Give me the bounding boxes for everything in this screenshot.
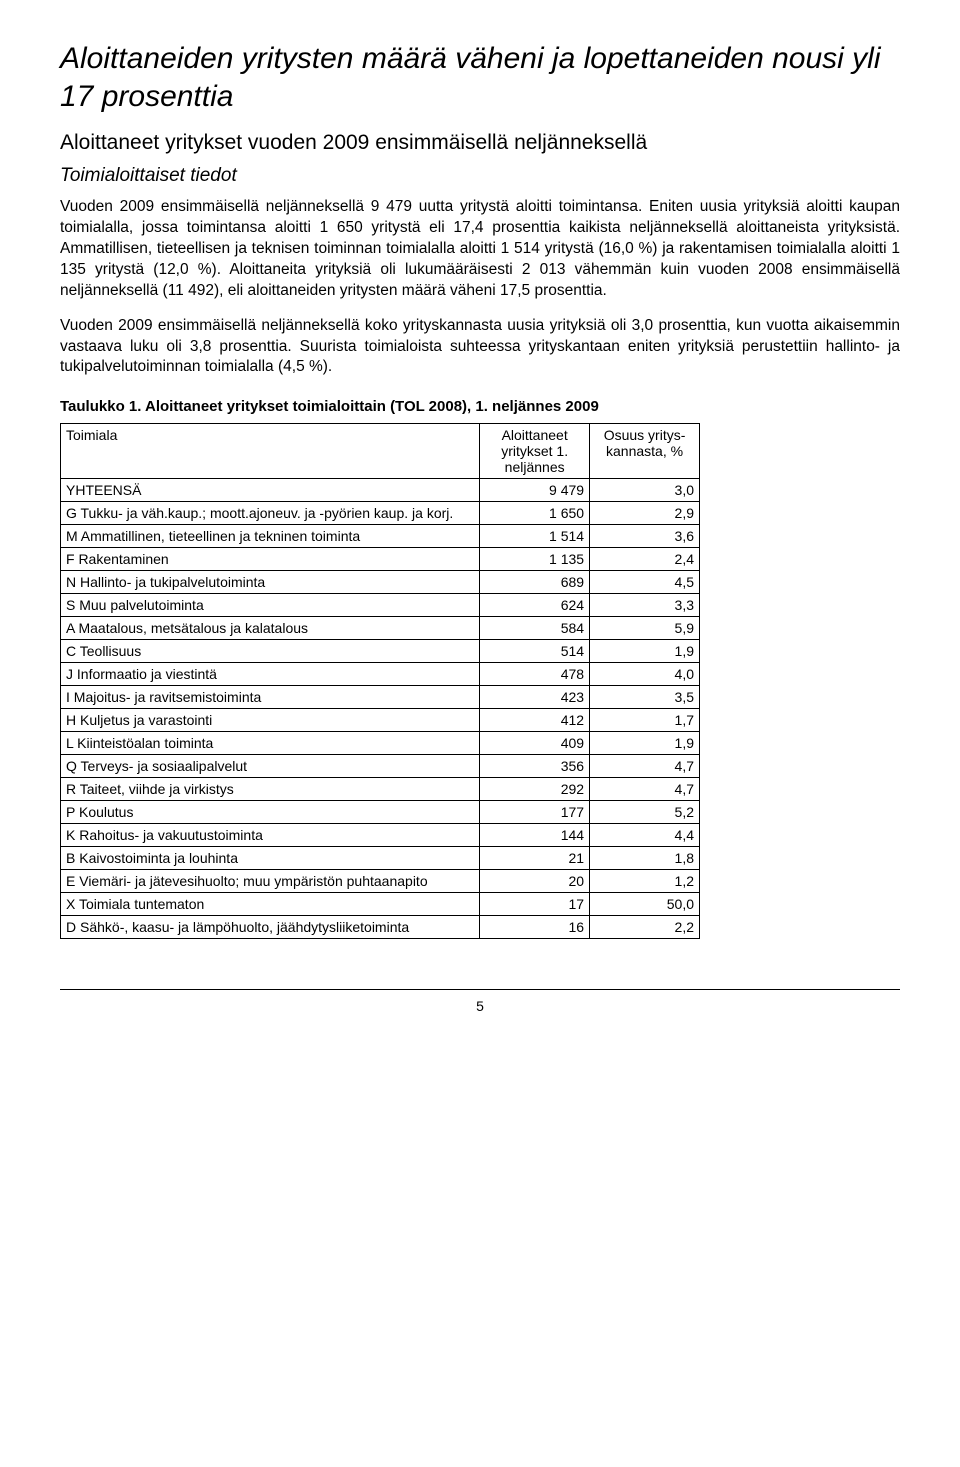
table-cell-value: 2,9 bbox=[590, 502, 700, 525]
table-row: B Kaivostoiminta ja louhinta211,8 bbox=[61, 847, 700, 870]
table-cell-value: 2,4 bbox=[590, 548, 700, 571]
table-row: R Taiteet, viihde ja virkistys2924,7 bbox=[61, 778, 700, 801]
table-cell-value: 4,0 bbox=[590, 663, 700, 686]
table-cell-label: I Majoitus- ja ravitsemistoiminta bbox=[61, 686, 480, 709]
table-row: M Ammatillinen, tieteellinen ja tekninen… bbox=[61, 525, 700, 548]
table-cell-value: 3,6 bbox=[590, 525, 700, 548]
table-cell-label: Q Terveys- ja sosiaalipalvelut bbox=[61, 755, 480, 778]
table-cell-value: 624 bbox=[480, 594, 590, 617]
table-cell-value: 3,5 bbox=[590, 686, 700, 709]
table-cell-value: 4,7 bbox=[590, 778, 700, 801]
page-subtitle: Aloittaneet yritykset vuoden 2009 ensimm… bbox=[60, 131, 900, 155]
table-title: Taulukko 1. Aloittaneet yritykset toimia… bbox=[60, 398, 900, 415]
table-cell-label: N Hallinto- ja tukipalvelutoiminta bbox=[61, 571, 480, 594]
table-cell-value: 292 bbox=[480, 778, 590, 801]
table-cell-value: 1 135 bbox=[480, 548, 590, 571]
table-cell-value: 50,0 bbox=[590, 893, 700, 916]
body-paragraph: Vuoden 2009 ensimmäisellä neljänneksellä… bbox=[60, 197, 900, 302]
section-heading: Toimialoittaiset tiedot bbox=[60, 165, 900, 187]
table-cell-label: H Kuljetus ja varastointi bbox=[61, 709, 480, 732]
table-cell-value: 423 bbox=[480, 686, 590, 709]
table-row: H Kuljetus ja varastointi4121,7 bbox=[61, 709, 700, 732]
table-cell-value: 3,3 bbox=[590, 594, 700, 617]
table-row: S Muu palvelutoiminta6243,3 bbox=[61, 594, 700, 617]
table-row: Q Terveys- ja sosiaalipalvelut3564,7 bbox=[61, 755, 700, 778]
table-cell-label: J Informaatio ja viestintä bbox=[61, 663, 480, 686]
table-row: G Tukku- ja väh.kaup.; moott.ajoneuv. ja… bbox=[61, 502, 700, 525]
table-cell-value: 514 bbox=[480, 640, 590, 663]
table-cell-value: 4,7 bbox=[590, 755, 700, 778]
table-cell-value: 16 bbox=[480, 916, 590, 939]
table-row: X Toimiala tuntematon1750,0 bbox=[61, 893, 700, 916]
table-cell-label: K Rahoitus- ja vakuutustoiminta bbox=[61, 824, 480, 847]
table-cell-label: M Ammatillinen, tieteellinen ja tekninen… bbox=[61, 525, 480, 548]
table-cell-value: 9 479 bbox=[480, 479, 590, 502]
table-row: A Maatalous, metsätalous ja kalatalous58… bbox=[61, 617, 700, 640]
table-cell-value: 4,5 bbox=[590, 571, 700, 594]
table-cell-value: 412 bbox=[480, 709, 590, 732]
table-row: N Hallinto- ja tukipalvelutoiminta6894,5 bbox=[61, 571, 700, 594]
table-cell-label: F Rakentaminen bbox=[61, 548, 480, 571]
table-cell-label: D Sähkö-, kaasu- ja lämpöhuolto, jäähdyt… bbox=[61, 916, 480, 939]
table-row: YHTEENSÄ9 4793,0 bbox=[61, 479, 700, 502]
table-cell-label: A Maatalous, metsätalous ja kalatalous bbox=[61, 617, 480, 640]
table-cell-label: R Taiteet, viihde ja virkistys bbox=[61, 778, 480, 801]
table-cell-label: P Koulutus bbox=[61, 801, 480, 824]
table-row: L Kiinteistöalan toiminta4091,9 bbox=[61, 732, 700, 755]
table-cell-label: YHTEENSÄ bbox=[61, 479, 480, 502]
table-cell-value: 4,4 bbox=[590, 824, 700, 847]
page-number: 5 bbox=[60, 989, 900, 1014]
table-row: K Rahoitus- ja vakuutustoiminta1444,4 bbox=[61, 824, 700, 847]
table-row: I Majoitus- ja ravitsemistoiminta4233,5 bbox=[61, 686, 700, 709]
table-cell-value: 409 bbox=[480, 732, 590, 755]
table-cell-value: 1 514 bbox=[480, 525, 590, 548]
table-row: J Informaatio ja viestintä4784,0 bbox=[61, 663, 700, 686]
table-cell-label: S Muu palvelutoiminta bbox=[61, 594, 480, 617]
table-header-cell: Osuus yritys-kannasta, % bbox=[590, 424, 700, 479]
table-cell-label: G Tukku- ja väh.kaup.; moott.ajoneuv. ja… bbox=[61, 502, 480, 525]
table-cell-label: E Viemäri- ja jätevesihuolto; muu ympäri… bbox=[61, 870, 480, 893]
table-cell-value: 1,7 bbox=[590, 709, 700, 732]
table-row: C Teollisuus5141,9 bbox=[61, 640, 700, 663]
table-cell-value: 3,0 bbox=[590, 479, 700, 502]
table-cell-value: 1,9 bbox=[590, 732, 700, 755]
body-paragraph: Vuoden 2009 ensimmäisellä neljänneksellä… bbox=[60, 316, 900, 379]
table-cell-value: 478 bbox=[480, 663, 590, 686]
page-title: Aloittaneiden yritysten määrä väheni ja … bbox=[60, 40, 900, 115]
table-cell-value: 2,2 bbox=[590, 916, 700, 939]
table-row: E Viemäri- ja jätevesihuolto; muu ympäri… bbox=[61, 870, 700, 893]
table-cell-value: 5,2 bbox=[590, 801, 700, 824]
table-header-cell: Aloittaneet yritykset 1. neljännes bbox=[480, 424, 590, 479]
table-cell-value: 177 bbox=[480, 801, 590, 824]
table-cell-label: B Kaivostoiminta ja louhinta bbox=[61, 847, 480, 870]
table-cell-value: 689 bbox=[480, 571, 590, 594]
industry-table: Toimiala Aloittaneet yritykset 1. neljän… bbox=[60, 423, 700, 939]
table-cell-label: X Toimiala tuntematon bbox=[61, 893, 480, 916]
table-cell-value: 144 bbox=[480, 824, 590, 847]
table-cell-value: 21 bbox=[480, 847, 590, 870]
table-cell-value: 5,9 bbox=[590, 617, 700, 640]
table-cell-value: 1,8 bbox=[590, 847, 700, 870]
table-cell-value: 1,9 bbox=[590, 640, 700, 663]
table-header-row: Toimiala Aloittaneet yritykset 1. neljän… bbox=[61, 424, 700, 479]
table-cell-value: 584 bbox=[480, 617, 590, 640]
table-header-cell: Toimiala bbox=[61, 424, 480, 479]
table-row: P Koulutus1775,2 bbox=[61, 801, 700, 824]
table-cell-label: C Teollisuus bbox=[61, 640, 480, 663]
table-row: D Sähkö-, kaasu- ja lämpöhuolto, jäähdyt… bbox=[61, 916, 700, 939]
table-cell-label: L Kiinteistöalan toiminta bbox=[61, 732, 480, 755]
table-cell-value: 20 bbox=[480, 870, 590, 893]
table-row: F Rakentaminen1 1352,4 bbox=[61, 548, 700, 571]
table-cell-value: 1 650 bbox=[480, 502, 590, 525]
table-cell-value: 17 bbox=[480, 893, 590, 916]
table-cell-value: 356 bbox=[480, 755, 590, 778]
table-cell-value: 1,2 bbox=[590, 870, 700, 893]
